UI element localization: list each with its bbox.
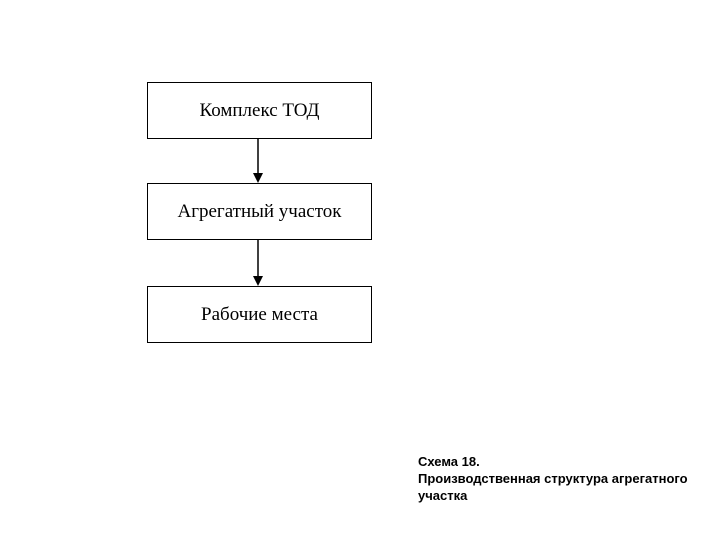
flowchart-node-2-label: Агрегатный участок xyxy=(177,201,341,223)
flowchart-node-1-label: Комплекс ТОД xyxy=(199,100,319,122)
caption-line-1: Схема 18. xyxy=(418,454,480,469)
flowchart-node-2: Агрегатный участок xyxy=(147,183,372,240)
flowchart-node-3: Рабочие места xyxy=(147,286,372,343)
flowchart-arrow-1 xyxy=(248,139,268,185)
flowchart-node-3-label: Рабочие места xyxy=(201,304,318,326)
diagram-caption: Схема 18. Производственная структура агр… xyxy=(418,454,688,505)
flowchart-arrow-2 xyxy=(248,240,268,288)
flowchart-node-1: Комплекс ТОД xyxy=(147,82,372,139)
caption-line-2: Производственная структура агрегатного у… xyxy=(418,471,688,503)
